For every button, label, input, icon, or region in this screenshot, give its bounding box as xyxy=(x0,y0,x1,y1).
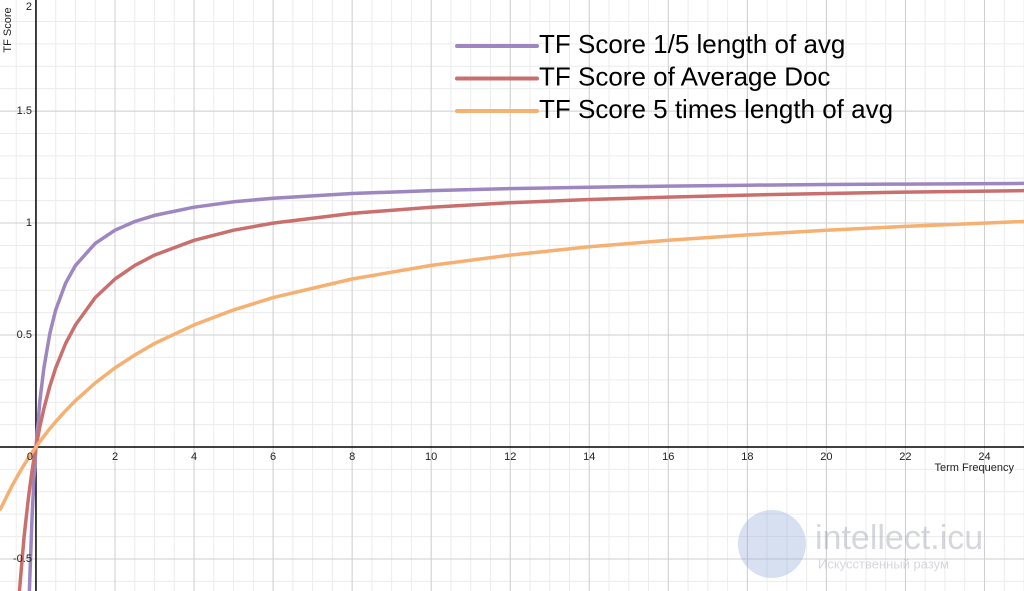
x-tick-label: 10 xyxy=(425,451,437,463)
x-tick-label: 4 xyxy=(191,451,197,463)
x-tick-label: 6 xyxy=(270,451,276,463)
x-tick-label: 12 xyxy=(504,451,516,463)
x-tick-label: 8 xyxy=(349,451,355,463)
y-tick-label: 2 xyxy=(26,1,32,13)
x-tick-label: 16 xyxy=(662,451,674,463)
x-axis-label: Term Frequency xyxy=(935,462,1015,474)
legend-label: TF Score 1/5 length of avg xyxy=(539,29,845,59)
legend-label: TF Score 5 times length of avg xyxy=(539,94,893,124)
legend-label: TF Score of Average Doc xyxy=(539,61,830,91)
y-tick-label: 1.5 xyxy=(17,105,32,117)
x-tick-label: 22 xyxy=(899,451,911,463)
curves xyxy=(0,181,1024,591)
x-tick-label: 14 xyxy=(583,451,595,463)
x-tick-label: 18 xyxy=(741,451,753,463)
watermark-logo xyxy=(738,510,806,578)
y-axis-label: TF Score xyxy=(2,7,14,52)
y-tick-label: 0.5 xyxy=(17,329,32,341)
x-tick-label: 20 xyxy=(820,451,832,463)
y-tick-label: -0.5 xyxy=(13,553,32,565)
x-tick-label: 2 xyxy=(112,451,118,463)
x-tick-label: 0 xyxy=(27,451,33,463)
series-line xyxy=(27,181,1024,591)
y-tick-label: 1 xyxy=(26,217,32,229)
x-tick-label: 24 xyxy=(978,451,990,463)
series-line xyxy=(0,219,1024,511)
series-line xyxy=(17,188,1024,591)
watermark-title: intellect.icu xyxy=(815,519,983,557)
watermark-subtitle: Искусственный разум xyxy=(818,556,949,571)
